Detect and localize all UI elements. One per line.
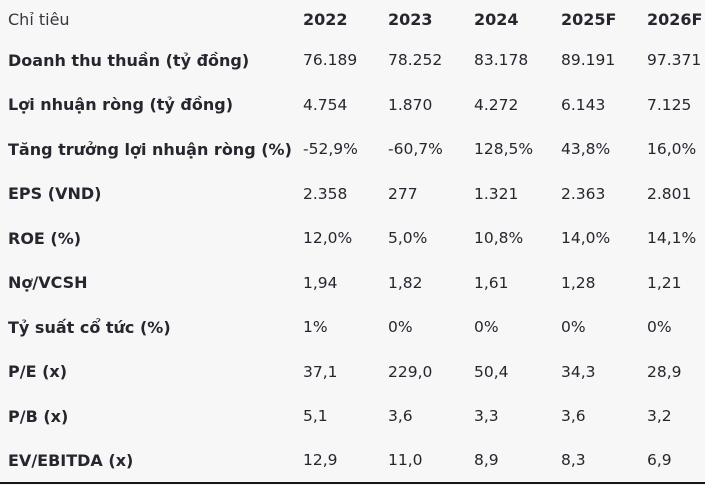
cell-value: 37,1 [303, 362, 338, 381]
cell-value: 229,0 [388, 362, 433, 381]
cell-value: 12,9 [303, 451, 338, 470]
header-row: Chỉ tiêu 2022 2023 2024 2025F 2026F [0, 0, 705, 38]
cell-value: 2.358 [303, 184, 348, 203]
row-label: Tăng trưởng lợi nhuận ròng (%) [8, 139, 292, 159]
cell-value: 50,4 [474, 362, 509, 381]
cell-value: 11,0 [388, 451, 423, 470]
cell-value: 5,0% [388, 229, 428, 248]
table-row-pb: P/B (x) 5,1 3,6 3,3 3,6 3,2 [0, 394, 705, 439]
cell-value: 83.178 [474, 51, 529, 70]
cell-value: 1% [303, 318, 328, 337]
cell-value: 0% [474, 318, 499, 337]
cell-value: 43,8% [561, 140, 611, 159]
cell-value: 7.125 [647, 95, 692, 114]
column-header-2024: 2024 [474, 9, 519, 29]
cell-value: 5,1 [303, 407, 328, 426]
cell-value: 3,2 [647, 407, 672, 426]
row-label: P/E (x) [8, 362, 68, 382]
cell-value: 0% [388, 318, 413, 337]
cell-value: 89.191 [561, 51, 616, 70]
cell-value: 1.870 [388, 95, 433, 114]
table-row-roe: ROE (%) 12,0% 5,0% 10,8% 14,0% 14,1% [0, 216, 705, 261]
row-label: EPS (VND) [8, 184, 102, 204]
cell-value: 14,0% [561, 229, 611, 248]
cell-value: 97.371 [647, 51, 702, 70]
cell-value: 76.189 [303, 51, 358, 70]
cell-value: 1,94 [303, 273, 338, 292]
cell-value: 1,28 [561, 273, 596, 292]
table-header: Chỉ tiêu 2022 2023 2024 2025F 2026F [0, 0, 705, 38]
cell-value: 2.363 [561, 184, 606, 203]
cell-value: 128,5% [474, 140, 534, 159]
row-label: P/B (x) [8, 406, 69, 426]
column-header-2022: 2022 [303, 9, 348, 29]
table-row-net-profit-growth: Tăng trưởng lợi nhuận ròng (%) -52,9% -6… [0, 127, 705, 172]
cell-value: 1,61 [474, 273, 509, 292]
cell-value: 0% [561, 318, 586, 337]
row-label: ROE (%) [8, 228, 82, 248]
cell-value: 1,21 [647, 273, 682, 292]
table-row-eps: EPS (VND) 2.358 277 1.321 2.363 2.801 [0, 172, 705, 217]
table-row-ev-ebitda: EV/EBITDA (x) 12,9 11,0 8,9 8,3 6,9 [0, 439, 705, 484]
header-criteria: Chỉ tiêu [8, 9, 70, 29]
cell-value: 3,6 [388, 407, 413, 426]
table-row-dividend-yield: Tỷ suất cổ tức (%) 1% 0% 0% 0% 0% [0, 305, 705, 350]
row-label: Tỷ suất cổ tức (%) [8, 317, 171, 337]
cell-value: 0% [647, 318, 672, 337]
table-row-net-profit: Lợi nhuận ròng (tỷ đồng) 4.754 1.870 4.2… [0, 83, 705, 128]
cell-value: 4.272 [474, 95, 519, 114]
cell-value: 12,0% [303, 229, 353, 248]
cell-value: 78.252 [388, 51, 443, 70]
table-row-revenue: Doanh thu thuần (tỷ đồng) 76.189 78.252 … [0, 38, 705, 83]
cell-value: -60,7% [388, 140, 443, 159]
row-label: EV/EBITDA (x) [8, 450, 134, 470]
cell-value: 16,0% [647, 140, 697, 159]
row-label: Doanh thu thuần (tỷ đồng) [8, 50, 250, 70]
column-header-2025f: 2025F [561, 9, 617, 29]
cell-value: 6,9 [647, 451, 672, 470]
cell-value: 4.754 [303, 95, 348, 114]
cell-value: 2.801 [647, 184, 692, 203]
cell-value: 6.143 [561, 95, 606, 114]
cell-value: 1.321 [474, 184, 519, 203]
cell-value: -52,9% [303, 140, 358, 159]
cell-value: 1,82 [388, 273, 423, 292]
row-label: Nợ/VCSH [8, 273, 88, 293]
cell-value: 8,3 [561, 451, 586, 470]
cell-value: 10,8% [474, 229, 524, 248]
cell-value: 277 [388, 184, 418, 203]
cell-value: 34,3 [561, 362, 596, 381]
table-row-debt-to-equity: Nợ/VCSH 1,94 1,82 1,61 1,28 1,21 [0, 261, 705, 306]
cell-value: 8,9 [474, 451, 499, 470]
column-header-2026f: 2026F [647, 9, 703, 29]
cell-value: 3,6 [561, 407, 586, 426]
row-label: Lợi nhuận ròng (tỷ đồng) [8, 95, 234, 115]
cell-value: 14,1% [647, 229, 697, 248]
table-body: Doanh thu thuần (tỷ đồng) 76.189 78.252 … [0, 38, 705, 483]
column-header-2023: 2023 [388, 9, 433, 29]
table-row-pe: P/E (x) 37,1 229,0 50,4 34,3 28,9 [0, 350, 705, 395]
cell-value: 3,3 [474, 407, 499, 426]
cell-value: 28,9 [647, 362, 682, 381]
